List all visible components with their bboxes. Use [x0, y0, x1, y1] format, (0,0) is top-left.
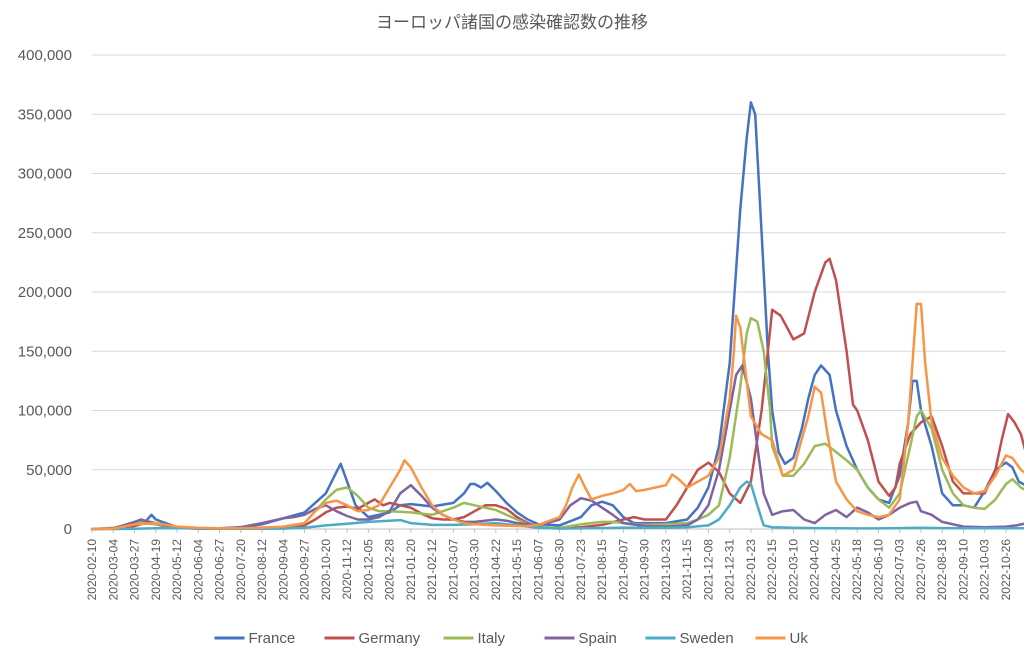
x-tick-label: 2022-08-18: [935, 539, 949, 601]
x-tick-label: 2022-10-03: [978, 539, 992, 601]
x-tick-label: 2021-05-15: [510, 539, 524, 601]
legend-label: Uk: [790, 630, 809, 647]
x-tick-label: 2020-09-04: [276, 539, 290, 601]
series-line-germany: [90, 257, 1024, 531]
legend-label: Germany: [359, 630, 421, 647]
series-line-italy: [90, 316, 1024, 531]
x-tick-label: 2021-07-23: [574, 539, 588, 601]
series-lines: [90, 101, 1024, 531]
legend-label: Sweden: [680, 630, 734, 647]
series-line-sweden: [90, 480, 1024, 531]
y-tick-label: 250,000: [18, 225, 72, 242]
x-tick-label: 2021-06-30: [553, 539, 567, 601]
x-tick-label: 2022-04-02: [808, 539, 822, 601]
x-tick-label: 2021-06-07: [531, 539, 545, 601]
series-line-france: [90, 101, 1024, 531]
legend-item-spain: Spain: [544, 630, 617, 647]
x-tick-label: 2020-05-12: [170, 539, 184, 601]
legend: France Germany Italy Spain Sweden Uk: [214, 630, 809, 647]
x-tick-label: 2022-04-25: [829, 539, 843, 601]
x-tick-label: 2020-03-04: [106, 539, 120, 601]
y-tick-label: 400,000: [18, 47, 72, 64]
x-tick-label: 2021-02-12: [425, 539, 439, 601]
x-tick-label: 2020-04-19: [149, 539, 163, 601]
legend-item-germany: Germany: [324, 630, 421, 647]
legend-label: Spain: [579, 630, 617, 647]
legend-item-sweden: Sweden: [645, 630, 734, 647]
legend-label: Italy: [478, 630, 506, 647]
x-tick-label: 2020-07-20: [234, 539, 248, 601]
y-tick-label: 150,000: [18, 343, 72, 360]
legend-item-uk: Uk: [755, 630, 809, 647]
x-tick-label: 2021-04-22: [489, 539, 503, 601]
x-tick-label: 2022-07-03: [893, 539, 907, 601]
x-tick-label: 2022-01-23: [744, 539, 758, 601]
x-tick-label: 2022-03-10: [786, 539, 800, 601]
x-tick-label: 2022-02-15: [765, 539, 779, 601]
x-tick-label: 2020-06-04: [191, 539, 205, 601]
x-tick-label: 2021-12-31: [723, 539, 737, 601]
x-tick-label: 2020-10-20: [319, 539, 333, 601]
x-tick-label: 2022-09-10: [956, 539, 970, 601]
x-tick-label: 2021-01-20: [404, 539, 418, 601]
y-tick-label: 200,000: [18, 284, 72, 301]
x-tick-label: 2020-03-27: [128, 539, 142, 601]
series-line-uk: [90, 302, 1024, 531]
y-tick-label: 100,000: [18, 403, 72, 420]
y-tick-label: 50,000: [26, 462, 72, 479]
x-tick-label: 2021-11-15: [680, 539, 694, 600]
x-tick-label: 2020-11-12: [340, 539, 354, 600]
x-tick-label: 2020-12-05: [361, 539, 375, 601]
x-tick-label: 2022-10-26: [999, 539, 1013, 601]
legend-label: France: [249, 630, 296, 647]
x-tick-label: 2021-12-08: [701, 539, 715, 601]
legend-item-italy: Italy: [443, 630, 506, 647]
y-tick-label: 300,000: [18, 166, 72, 183]
x-tick-label: 2022-05-18: [850, 539, 864, 601]
x-tick-label: 2021-08-15: [595, 539, 609, 601]
x-tick-label: 2022-06-10: [871, 539, 885, 601]
y-axis-tick-labels: 0 50,000 100,000 150,000 200,000 250,000 300,0…: [18, 47, 72, 538]
y-tick-label: 350,000: [18, 106, 72, 123]
legend-item-france: France: [214, 630, 296, 647]
gridlines: [92, 54, 1006, 530]
x-axis-tick-labels: 2020-02-10 2020-03-04 2020-03-27 2020-04-19…: [85, 529, 1013, 600]
x-tick-label: 2021-03-30: [468, 539, 482, 601]
x-tick-label: 2021-10-23: [659, 539, 673, 601]
x-tick-label: 2022-07-26: [914, 539, 928, 601]
x-tick-label: 2020-09-27: [298, 539, 312, 601]
x-tick-label: 2020-12-28: [383, 539, 397, 601]
x-tick-label: 2021-09-07: [616, 539, 630, 601]
chart-title: ヨーロッパ諸国の感染確認数の推移: [376, 13, 648, 33]
x-tick-label: 2021-03-07: [446, 539, 460, 601]
x-tick-label: 2020-08-12: [255, 539, 269, 601]
x-tick-label: 2020-02-10: [85, 539, 99, 601]
x-tick-label: 2021-09-30: [638, 539, 652, 601]
y-tick-label: 0: [64, 521, 72, 538]
x-tick-label: 2020-06-27: [213, 539, 227, 601]
